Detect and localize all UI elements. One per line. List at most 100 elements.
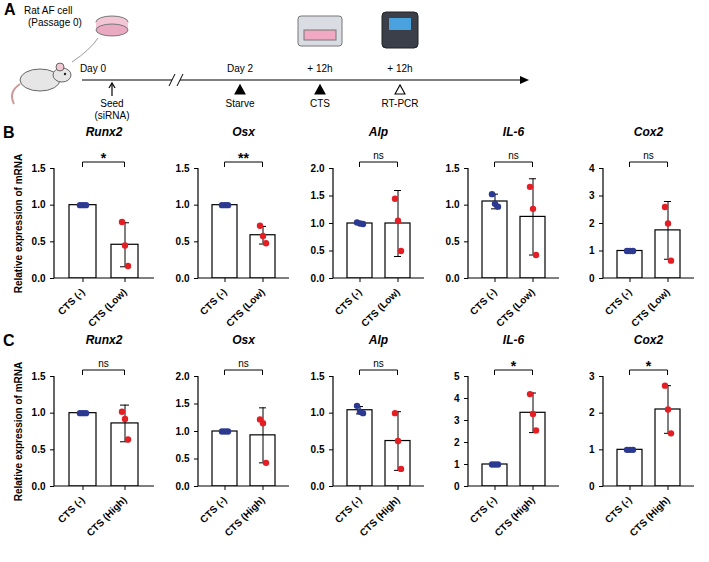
svg-text:CTS (Low): CTS (Low) bbox=[359, 286, 402, 329]
svg-text:1.0: 1.0 bbox=[176, 199, 190, 210]
svg-text:Relative expression of mRNA: Relative expression of mRNA bbox=[13, 154, 24, 294]
svg-text:ns: ns bbox=[238, 358, 249, 369]
svg-text:CTS (High): CTS (High) bbox=[84, 494, 128, 538]
svg-text:0.0: 0.0 bbox=[311, 273, 325, 284]
svg-text:Day 0: Day 0 bbox=[80, 63, 107, 74]
svg-text:Seed: Seed bbox=[100, 98, 123, 109]
svg-text:0: 0 bbox=[589, 273, 595, 284]
svg-text:A: A bbox=[4, 1, 16, 18]
svg-text:1.0: 1.0 bbox=[446, 199, 460, 210]
svg-text:1.5: 1.5 bbox=[446, 163, 460, 174]
svg-text:CTS (-): CTS (-) bbox=[56, 494, 87, 525]
svg-text:1.0: 1.0 bbox=[176, 426, 190, 437]
svg-text:Starve: Starve bbox=[226, 98, 255, 109]
html-text:Osx: Osx bbox=[232, 333, 255, 347]
html-text:IL-6: IL-6 bbox=[502, 333, 525, 347]
svg-text:2: 2 bbox=[454, 437, 460, 448]
svg-text:ns: ns bbox=[98, 358, 109, 369]
svg-text:*: * bbox=[646, 358, 652, 374]
svg-text:CTS (-): CTS (-) bbox=[468, 286, 499, 317]
svg-text:Rat AF cell: Rat AF cell bbox=[24, 5, 72, 16]
svg-text:CTS (-): CTS (-) bbox=[603, 286, 634, 317]
svg-text:1.5: 1.5 bbox=[311, 190, 325, 201]
svg-text:+ 12h: + 12h bbox=[387, 63, 412, 74]
svg-text:CTS (Low): CTS (Low) bbox=[86, 286, 129, 329]
svg-text:1: 1 bbox=[454, 459, 460, 470]
svg-text:RT-PCR: RT-PCR bbox=[381, 98, 418, 109]
svg-text:0.5: 0.5 bbox=[176, 236, 190, 247]
svg-text:CTS (-): CTS (-) bbox=[198, 286, 229, 317]
svg-text:4: 4 bbox=[589, 163, 595, 174]
svg-text:0.5: 0.5 bbox=[32, 444, 46, 455]
svg-text:1.5: 1.5 bbox=[176, 163, 190, 174]
svg-text:2.0: 2.0 bbox=[311, 163, 325, 174]
svg-text:CTS (-): CTS (-) bbox=[198, 494, 229, 525]
svg-text:1.5: 1.5 bbox=[311, 371, 325, 382]
svg-text:CTS (-): CTS (-) bbox=[56, 286, 87, 317]
svg-text:3: 3 bbox=[589, 371, 595, 382]
svg-text:1.0: 1.0 bbox=[32, 407, 46, 418]
svg-text:3: 3 bbox=[589, 190, 595, 201]
svg-text:0.5: 0.5 bbox=[311, 444, 325, 455]
svg-text:+ 12h: + 12h bbox=[307, 63, 332, 74]
svg-text:0: 0 bbox=[589, 481, 595, 492]
svg-text:ns: ns bbox=[373, 150, 384, 161]
svg-text:5: 5 bbox=[454, 371, 460, 382]
svg-text:0.5: 0.5 bbox=[176, 453, 190, 464]
svg-text:*: * bbox=[511, 358, 517, 374]
svg-text:CTS: CTS bbox=[310, 98, 330, 109]
svg-text:2.0: 2.0 bbox=[176, 371, 190, 382]
svg-text:CTS (-): CTS (-) bbox=[333, 494, 364, 525]
svg-text:4: 4 bbox=[454, 393, 460, 404]
html-text:B: B bbox=[3, 124, 15, 141]
svg-text:(Passage 0): (Passage 0) bbox=[28, 17, 82, 28]
svg-text:Day 2: Day 2 bbox=[227, 63, 254, 74]
svg-text:0.5: 0.5 bbox=[32, 236, 46, 247]
svg-text:Relative expression of mRNA: Relative expression of mRNA bbox=[13, 362, 24, 502]
svg-text:CTS (High): CTS (High) bbox=[627, 494, 671, 538]
html-text:Alp: Alp bbox=[368, 125, 389, 139]
svg-text:1: 1 bbox=[589, 444, 595, 455]
svg-text:1.5: 1.5 bbox=[176, 398, 190, 409]
svg-text:0: 0 bbox=[454, 481, 460, 492]
svg-text:0.0: 0.0 bbox=[32, 481, 46, 492]
html-text:Runx2: Runx2 bbox=[85, 333, 123, 347]
svg-text:(siRNA): (siRNA) bbox=[95, 110, 130, 121]
svg-text:1.0: 1.0 bbox=[32, 199, 46, 210]
svg-text:0.5: 0.5 bbox=[446, 236, 460, 247]
svg-text:0.0: 0.0 bbox=[32, 273, 46, 284]
svg-text:ns: ns bbox=[508, 150, 519, 161]
html-text:IL-6: IL-6 bbox=[502, 125, 525, 139]
svg-text:3: 3 bbox=[454, 415, 460, 426]
html-text:Cox2: Cox2 bbox=[633, 333, 664, 347]
svg-text:0.5: 0.5 bbox=[311, 245, 325, 256]
svg-text:*: * bbox=[101, 150, 107, 166]
svg-text:0.0: 0.0 bbox=[176, 481, 190, 492]
svg-text:**: ** bbox=[238, 150, 249, 166]
svg-text:0.0: 0.0 bbox=[176, 273, 190, 284]
svg-text:2: 2 bbox=[589, 407, 595, 418]
svg-text:0.0: 0.0 bbox=[311, 481, 325, 492]
html-text:Runx2: Runx2 bbox=[85, 125, 123, 139]
svg-text:CTS (-): CTS (-) bbox=[468, 494, 499, 525]
svg-text:2: 2 bbox=[589, 218, 595, 229]
html-text:Osx: Osx bbox=[232, 125, 255, 139]
svg-text:1.5: 1.5 bbox=[32, 163, 46, 174]
svg-text:1: 1 bbox=[589, 245, 595, 256]
svg-text:0.0: 0.0 bbox=[446, 273, 460, 284]
svg-text:ns: ns bbox=[643, 150, 654, 161]
svg-text:1.5: 1.5 bbox=[32, 371, 46, 382]
svg-text:1.0: 1.0 bbox=[311, 218, 325, 229]
svg-text:CTS (High): CTS (High) bbox=[492, 494, 536, 538]
svg-text:CTS (High): CTS (High) bbox=[357, 494, 401, 538]
html-text:Cox2: Cox2 bbox=[633, 125, 664, 139]
svg-text:CTS (High): CTS (High) bbox=[222, 494, 266, 538]
svg-text:CTS (Low): CTS (Low) bbox=[224, 286, 267, 329]
svg-text:CTS (-): CTS (-) bbox=[333, 286, 364, 317]
html-text:Alp: Alp bbox=[368, 333, 389, 347]
svg-text:CTS (-): CTS (-) bbox=[603, 494, 634, 525]
svg-text:CTS (Low): CTS (Low) bbox=[629, 286, 672, 329]
svg-text:ns: ns bbox=[373, 358, 384, 369]
svg-text:CTS (Low): CTS (Low) bbox=[494, 286, 537, 329]
svg-text:1.0: 1.0 bbox=[311, 407, 325, 418]
